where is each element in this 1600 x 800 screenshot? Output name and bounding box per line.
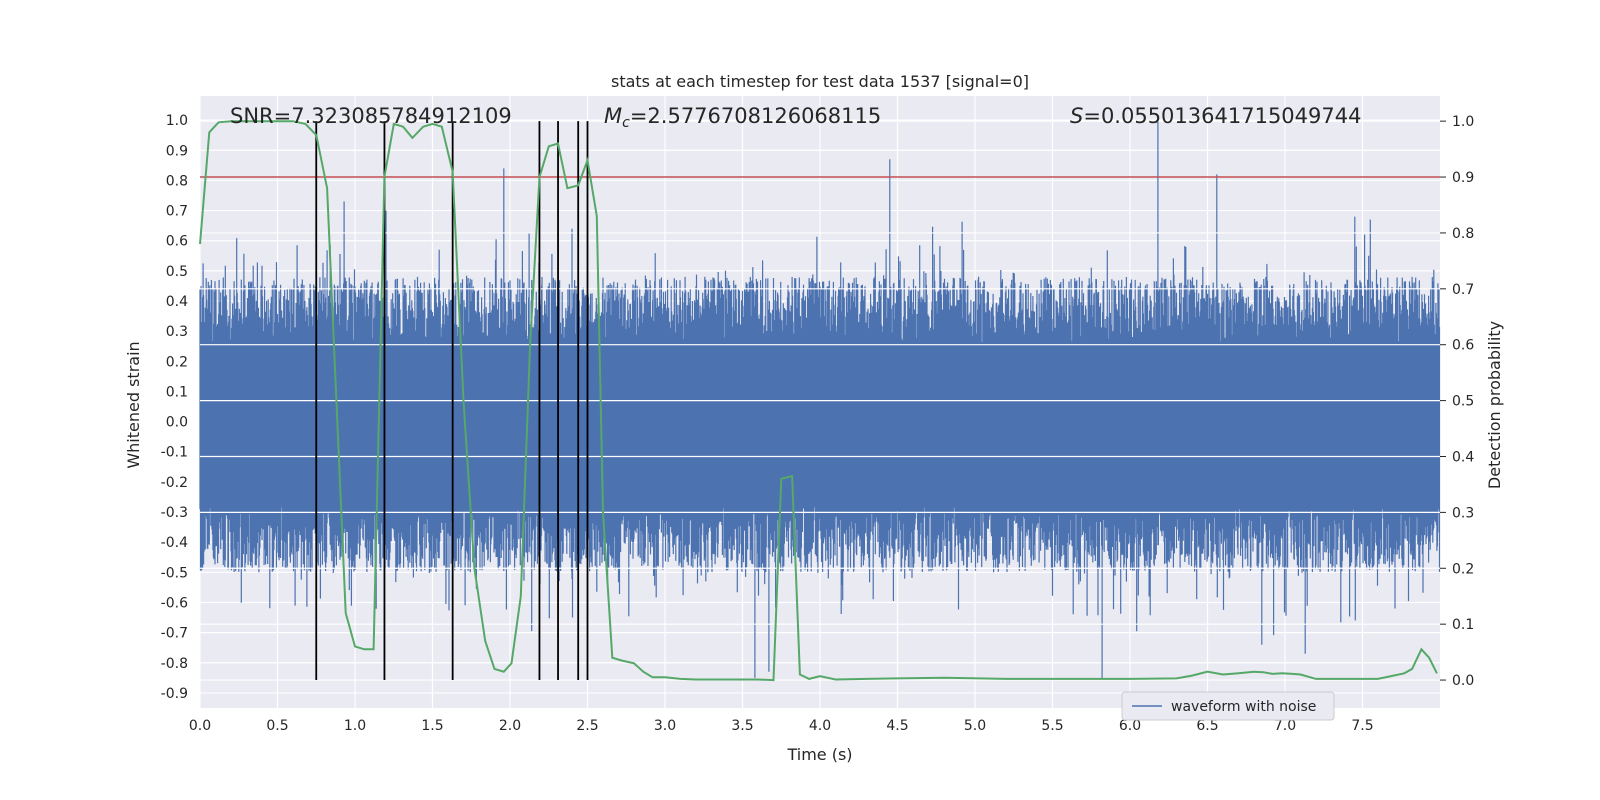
x-tick-label: 7.0 — [1274, 718, 1296, 734]
mc-value: =2.5776708126068115 — [630, 104, 881, 128]
legend-label: waveform with noise — [1171, 699, 1316, 715]
detection-probability-line — [199, 120, 1438, 682]
x-tick-label: 2.5 — [576, 718, 598, 734]
y-tick-label: -0.7 — [161, 626, 188, 642]
y-tick-label: -0.9 — [161, 686, 188, 702]
y-tick-label: 0.1 — [166, 384, 188, 400]
y-tick-label: 0.6 — [166, 234, 188, 250]
y2-tick-label: 0.5 — [1452, 394, 1474, 410]
y2-tick-label: 0.4 — [1452, 449, 1474, 465]
y-axis-ticks: 1.0 0.9 0.8 0.7 0.6 0.5 0.4 0.3 0.2 0.1 0.0 -0.1 -0.… — [161, 113, 188, 702]
y-tick-label: -0.6 — [161, 595, 188, 611]
y-tick-label: 0.9 — [166, 143, 188, 159]
x-tick-label: 2.0 — [499, 718, 521, 734]
x-axis-ticks: 0.0 0.5 1.0 1.5 2.0 2.5 3.0 3.5 4.0 4.5 5.0 5.5 6.0 6… — [189, 718, 1374, 734]
chart-title: stats at each timestep for test data 153… — [611, 72, 1029, 91]
mc-annotation: Mc=2.5776708126068115 — [604, 104, 881, 131]
y2-tick-label: 0.6 — [1452, 338, 1474, 354]
y-tick-label: -0.2 — [161, 475, 188, 491]
x-tick-label: 0.0 — [189, 718, 211, 734]
y-axis-label: Whitened strain — [124, 341, 143, 468]
x-tick-label: 3.0 — [654, 718, 676, 734]
mc-symbol: M — [604, 104, 622, 128]
x-tick-label: 4.0 — [809, 718, 831, 734]
mc-subscript: c — [622, 115, 630, 131]
x-tick-label: 0.5 — [266, 718, 288, 734]
y2-axis-ticks: 1.0 0.9 0.8 0.7 0.6 0.5 0.4 0.3 0.2 0.1 0.0 — [1440, 114, 1474, 689]
y-tick-label: -0.3 — [161, 505, 188, 521]
y-tick-label: -0.8 — [161, 656, 188, 672]
y-tick-label: 0.3 — [166, 324, 188, 340]
x-tick-label: 7.5 — [1351, 718, 1373, 734]
y-tick-label: 0.8 — [166, 173, 188, 189]
legend: waveform with noise — [1121, 691, 1335, 721]
y-tick-label: -0.1 — [161, 445, 188, 461]
x-axis-label: Time (s) — [786, 745, 852, 764]
waveform-series — [199, 120, 1441, 678]
y-tick-label: 0.7 — [166, 204, 188, 220]
y-tick-label: 0.0 — [166, 415, 188, 431]
y2-tick-label: 0.7 — [1452, 282, 1474, 298]
s-value: =0.055013641715049744 — [1083, 104, 1361, 128]
y2-tick-label: 0.2 — [1452, 561, 1474, 577]
y2-tick-label: 0.8 — [1452, 226, 1474, 242]
x-tick-label: 1.0 — [344, 718, 366, 734]
y2-tick-label: 0.0 — [1452, 673, 1474, 689]
x-tick-label: 4.5 — [886, 718, 908, 734]
s-annotation: S=0.055013641715049744 — [1070, 104, 1361, 128]
y-tick-label: 0.2 — [166, 354, 188, 370]
detection-lines — [315, 121, 589, 681]
right-grid — [200, 120, 1440, 681]
y2-tick-label: 1.0 — [1452, 114, 1474, 130]
y2-tick-label: 0.1 — [1452, 617, 1474, 633]
y-tick-label: -0.4 — [161, 535, 188, 551]
waveform-path — [199, 120, 1441, 678]
x-tick-label: 1.5 — [421, 718, 443, 734]
y-tick-label: 0.4 — [166, 294, 188, 310]
snr-annotation: SNR=7.323085784912109 — [230, 104, 512, 128]
y2-axis-label: Detection probability — [1485, 321, 1504, 489]
y2-tick-label: 0.9 — [1452, 170, 1474, 186]
x-tick-label: 5.0 — [964, 718, 986, 734]
y2-tick-label: 0.3 — [1452, 505, 1474, 521]
x-tick-label: 3.5 — [731, 718, 753, 734]
x-tick-label: 6.0 — [1119, 718, 1141, 734]
legend-box — [1121, 691, 1335, 721]
x-tick-label: 6.5 — [1196, 718, 1218, 734]
y-tick-label: -0.5 — [161, 565, 188, 581]
x-tick-label: 5.5 — [1041, 718, 1063, 734]
y-tick-label: 0.5 — [166, 264, 188, 280]
y-tick-label: 1.0 — [166, 113, 188, 129]
s-symbol: S — [1070, 104, 1083, 128]
